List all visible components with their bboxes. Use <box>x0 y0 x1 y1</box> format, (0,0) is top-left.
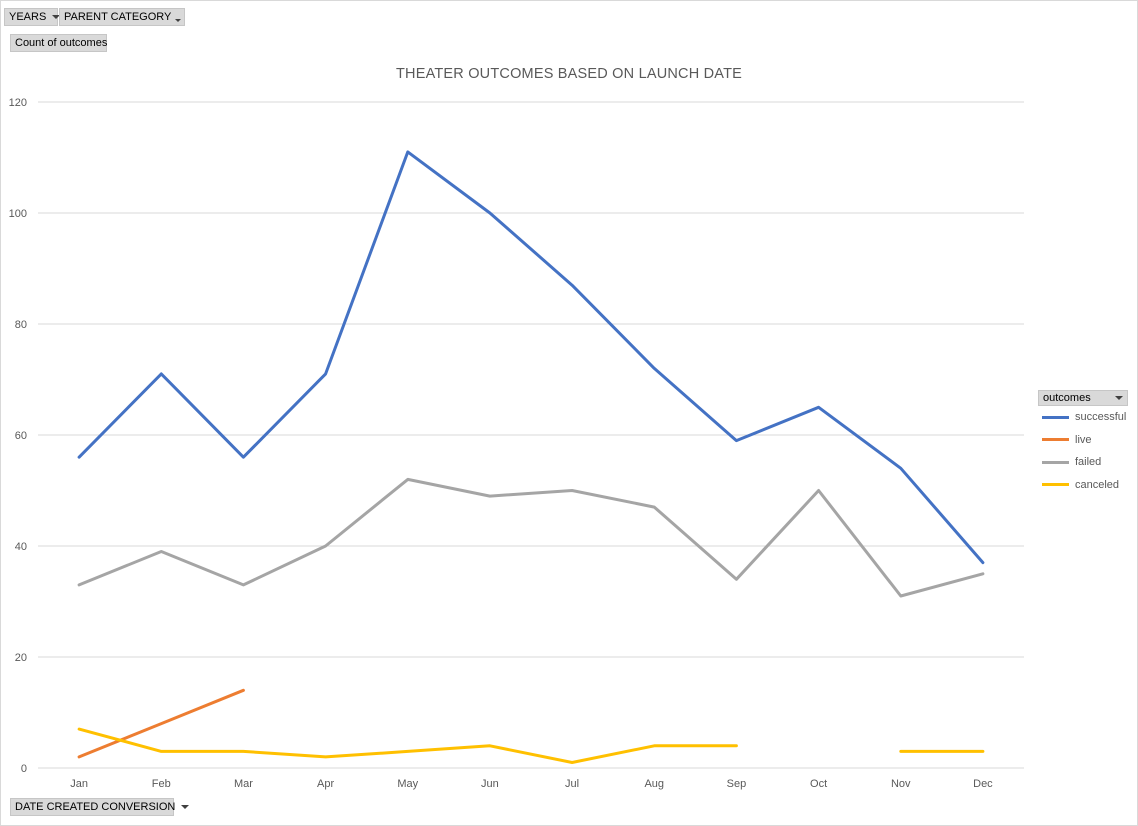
legend-item-failed: failed <box>1038 451 1128 474</box>
x-tick-label: Aug <box>644 778 664 790</box>
parent-category-filter-button[interactable]: PARENT CATEGORY <box>59 8 185 26</box>
y-tick-label: 20 <box>15 652 27 664</box>
chart-title: THEATER OUTCOMES BASED ON LAUNCH DATE <box>395 66 743 82</box>
dropdown-caret-icon <box>1115 396 1123 400</box>
values-field-button[interactable]: Count of outcomes <box>10 34 107 52</box>
legend-swatch <box>1042 460 1069 464</box>
dropdown-caret-icon <box>175 18 182 22</box>
legend-label: failed <box>1075 456 1102 469</box>
x-tick-label: Apr <box>317 778 334 790</box>
y-tick-label: 40 <box>15 541 27 553</box>
x-tick-label: Jan <box>70 778 88 790</box>
series-line-live <box>77 688 245 759</box>
legend-item-successful: successful <box>1038 406 1128 429</box>
values-field-label: Count of outcomes <box>15 37 108 49</box>
x-tick-label: Mar <box>234 778 253 790</box>
parent-category-filter-label: PARENT CATEGORY <box>64 11 172 23</box>
dropdown-caret-icon <box>181 805 190 809</box>
legend-label: canceled <box>1075 478 1120 491</box>
legend-label: live <box>1075 433 1092 446</box>
years-filter-button[interactable]: YEARS <box>4 8 61 26</box>
y-tick-label: 100 <box>9 208 27 220</box>
x-tick-label: Sep <box>727 778 747 790</box>
series-line-failed <box>77 477 985 598</box>
y-tick-label: 0 <box>21 763 27 775</box>
x-tick-label: Oct <box>810 778 827 790</box>
legend-field-label: outcomes <box>1043 392 1091 404</box>
legend-swatch <box>1042 483 1069 487</box>
x-tick-label: Jul <box>565 778 579 790</box>
legend-swatch <box>1042 438 1069 442</box>
dropdown-caret-icon <box>52 15 61 19</box>
series-line-canceled <box>77 727 738 764</box>
y-tick-label: 60 <box>15 430 27 442</box>
x-tick-label: Feb <box>152 778 171 790</box>
axis-field-label: DATE CREATED CONVERSION <box>15 801 176 813</box>
x-tick-label: Dec <box>973 778 993 790</box>
axis-field-button[interactable]: DATE CREATED CONVERSION <box>10 798 190 816</box>
legend-item-canceled: canceled <box>1038 474 1128 497</box>
x-tick-label: May <box>397 778 418 790</box>
y-tick-label: 120 <box>9 97 27 109</box>
legend-swatch <box>1042 415 1069 419</box>
legend-label: successful <box>1075 411 1127 424</box>
y-tick-label: 80 <box>15 319 27 331</box>
x-tick-label: Jun <box>481 778 499 790</box>
years-filter-label: YEARS <box>9 11 47 23</box>
series-line-successful <box>77 150 985 565</box>
legend-item-live: live <box>1038 429 1128 452</box>
x-tick-label: Nov <box>891 778 911 790</box>
legend-field-button[interactable]: outcomes <box>1038 390 1128 406</box>
legend: outcomes successful live failed canceled <box>1038 390 1128 496</box>
